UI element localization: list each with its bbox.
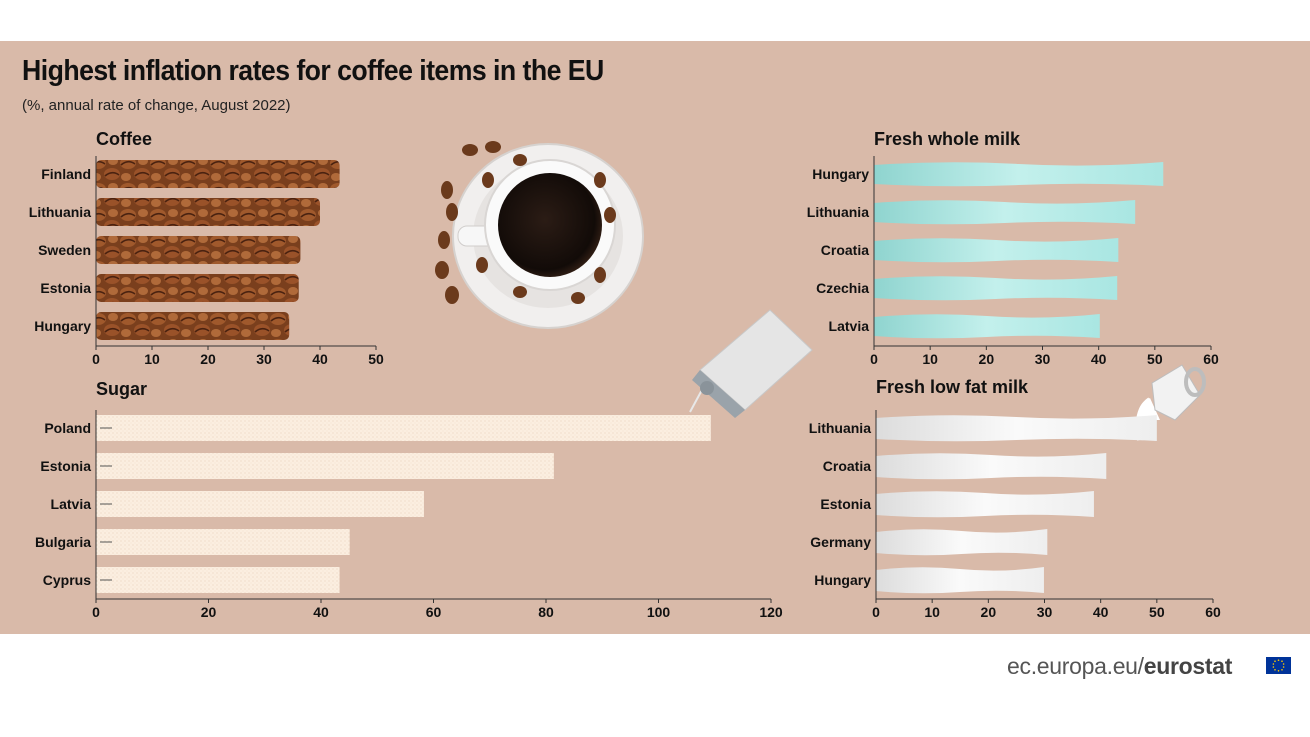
coffee-bar	[96, 160, 340, 188]
sugar-category-label: Estonia	[40, 458, 91, 474]
coffee-category-label: Sweden	[38, 242, 91, 258]
coffee-category-label: Hungary	[34, 318, 91, 334]
fresh-low-fat-milk-x-tick-label: 10	[924, 604, 940, 620]
sugar-x-tick-label: 80	[538, 604, 554, 620]
fresh-low-fat-milk-bar	[876, 529, 1048, 556]
coffee-bar	[96, 274, 299, 302]
fresh-whole-milk-x-tick-label: 50	[1147, 351, 1163, 367]
sugar-bar	[96, 415, 711, 441]
fresh-low-fat-milk-chart: Fresh low fat milk Lithuania Croatia Estoni…	[809, 377, 1221, 620]
page-title: Highest inflation rates for coffee items…	[22, 55, 604, 87]
fresh-low-fat-milk-category-label: Germany	[810, 534, 871, 550]
fresh-whole-milk-category-label: Croatia	[821, 242, 869, 258]
fresh-whole-milk-category-label: Lithuania	[807, 204, 869, 220]
sugar-bar	[96, 567, 340, 593]
coffee-cup-illustration	[435, 141, 644, 329]
sugar-bar	[96, 529, 350, 555]
fresh-low-fat-milk-title: Fresh low fat milk	[876, 377, 1029, 397]
fresh-whole-milk-category-label: Hungary	[812, 166, 869, 182]
fresh-whole-milk-bar	[874, 276, 1118, 301]
fresh-whole-milk-x-tick-label: 60	[1203, 351, 1219, 367]
fresh-whole-milk-x-tick-label: 10	[922, 351, 938, 367]
fresh-low-fat-milk-bar	[876, 491, 1094, 518]
sugar-category-label: Bulgaria	[35, 534, 91, 550]
fresh-whole-milk-bar	[874, 162, 1164, 187]
fresh-whole-milk-x-tick-label: 0	[870, 351, 878, 367]
fresh-low-fat-milk-category-label: Hungary	[814, 572, 871, 588]
sugar-bar	[96, 491, 424, 517]
sugar-category-label: Latvia	[51, 496, 92, 512]
sugar-title: Sugar	[96, 379, 147, 399]
fresh-low-fat-milk-bar	[876, 567, 1044, 594]
coffee-chart: Coffee Finland Lithuania Sweden Estonia Hunga…	[29, 129, 384, 367]
fresh-whole-milk-bar	[874, 200, 1136, 225]
sugar-x-tick-label: 100	[647, 604, 671, 620]
fresh-low-fat-milk-category-label: Estonia	[820, 496, 871, 512]
fresh-low-fat-milk-category-label: Croatia	[823, 458, 871, 474]
page-subtitle: (%, annual rate of change, August 2022)	[22, 97, 291, 114]
coffee-bar	[96, 236, 301, 264]
fresh-low-fat-milk-bar	[876, 453, 1107, 480]
fresh-whole-milk-x-tick-label: 20	[979, 351, 995, 367]
fresh-whole-milk-x-tick-label: 40	[1091, 351, 1107, 367]
coffee-x-tick-label: 0	[92, 351, 100, 367]
sugar-x-tick-label: 0	[92, 604, 100, 620]
fresh-low-fat-milk-x-tick-label: 50	[1149, 604, 1165, 620]
fresh-whole-milk-category-label: Latvia	[829, 318, 870, 334]
coffee-title: Coffee	[96, 129, 152, 149]
footer-site: ec.europa.eu/	[1007, 653, 1144, 679]
sugar-category-label: Poland	[44, 420, 91, 436]
fresh-whole-milk-bar	[874, 314, 1100, 339]
fresh-whole-milk-x-tick-label: 30	[1035, 351, 1051, 367]
fresh-whole-milk-category-label: Czechia	[816, 280, 869, 296]
coffee-category-label: Estonia	[40, 280, 91, 296]
coffee-x-tick-label: 20	[200, 351, 216, 367]
fresh-low-fat-milk-category-label: Lithuania	[809, 420, 871, 436]
sugar-dispenser-illustration	[689, 309, 813, 418]
footer-brand: eurostat	[1143, 653, 1233, 679]
coffee-x-tick-label: 30	[256, 351, 272, 367]
milk-jug-illustration	[1135, 364, 1206, 441]
sugar-x-tick-label: 20	[201, 604, 217, 620]
coffee-bar	[96, 198, 320, 226]
coffee-category-label: Lithuania	[29, 204, 91, 220]
sugar-x-tick-label: 40	[313, 604, 329, 620]
eu-flag-icon	[1266, 657, 1291, 674]
coffee-x-tick-label: 10	[144, 351, 160, 367]
footer-source: ec.europa.eu/eurostat	[1007, 653, 1232, 680]
sugar-x-tick-label: 120	[759, 604, 783, 620]
sugar-category-label: Cyprus	[43, 572, 91, 588]
fresh-whole-milk-bar	[874, 238, 1119, 263]
fresh-low-fat-milk-x-tick-label: 20	[981, 604, 997, 620]
coffee-bar	[96, 312, 290, 340]
fresh-low-fat-milk-x-tick-label: 60	[1205, 604, 1221, 620]
fresh-low-fat-milk-x-tick-label: 40	[1093, 604, 1109, 620]
fresh-whole-milk-chart: Fresh whole milk Hungary Lithuania Croatia C…	[807, 129, 1219, 367]
fresh-low-fat-milk-x-tick-label: 30	[1037, 604, 1053, 620]
coffee-x-tick-label: 50	[368, 351, 384, 367]
fresh-low-fat-milk-bar	[876, 415, 1157, 442]
coffee-x-tick-label: 40	[312, 351, 328, 367]
sugar-bar	[96, 453, 554, 479]
sugar-x-tick-label: 60	[426, 604, 442, 620]
coffee-category-label: Finland	[41, 166, 91, 182]
fresh-low-fat-milk-x-tick-label: 0	[872, 604, 880, 620]
fresh-whole-milk-title: Fresh whole milk	[874, 129, 1021, 149]
